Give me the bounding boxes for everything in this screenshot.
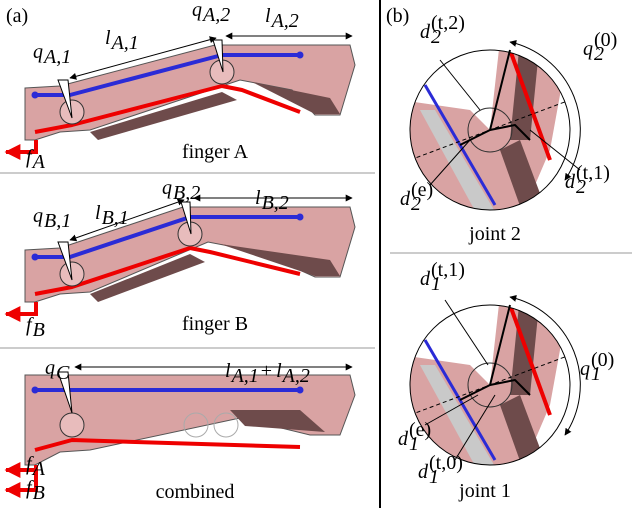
label-sub: A,2 xyxy=(281,365,310,387)
label-base: d xyxy=(420,21,431,43)
label-base: d xyxy=(420,268,431,290)
label-sub: 1 xyxy=(409,433,419,455)
tendon-end xyxy=(297,52,304,59)
label-base: q xyxy=(162,177,172,199)
panel-label: (b) xyxy=(386,5,409,27)
tendon-end xyxy=(32,92,39,99)
label-base: l xyxy=(265,5,271,27)
label-sub: B,2 xyxy=(262,192,289,214)
label-base: l xyxy=(95,202,101,224)
label-base: l xyxy=(225,360,231,382)
label-sub: A,2 xyxy=(201,4,230,26)
label-sub: A xyxy=(31,458,46,480)
label-sub: C xyxy=(56,362,70,384)
panel-label: (a) xyxy=(6,5,28,27)
label-sub: B,2 xyxy=(173,182,200,204)
link xyxy=(400,295,570,475)
caption: joint 2 xyxy=(468,223,521,245)
tendon-end xyxy=(297,214,304,221)
label-sub: A,2 xyxy=(270,10,299,32)
joint xyxy=(60,413,84,437)
label-sub: 1 xyxy=(431,273,441,295)
label-sub: A,1 xyxy=(42,46,71,68)
joint xyxy=(60,100,84,124)
label-base: q xyxy=(583,38,593,60)
label-sub: A,1 xyxy=(110,32,139,54)
label-base: q xyxy=(33,205,43,227)
label-sub: B xyxy=(33,482,45,504)
label-sub: B xyxy=(33,319,45,341)
label-sub: B,1 xyxy=(44,210,71,232)
joint xyxy=(60,262,84,286)
label-sub: 2 xyxy=(576,176,586,198)
caption: combined xyxy=(156,481,235,503)
caption: finger B xyxy=(182,313,248,335)
label-sub: B,1 xyxy=(102,207,129,229)
label-sub: 2 xyxy=(411,193,421,215)
leader xyxy=(440,60,480,110)
label-base: d xyxy=(565,171,576,193)
label-base: q xyxy=(192,0,202,21)
label-sub: 1 xyxy=(591,363,601,385)
label-base: l xyxy=(255,187,261,209)
caption: joint 1 xyxy=(458,480,511,502)
label-base: q xyxy=(33,41,43,63)
joint-detail xyxy=(400,295,570,475)
tendon-end xyxy=(32,387,39,394)
leader xyxy=(445,300,488,365)
label-sub: 1 xyxy=(429,466,439,488)
label-base: d xyxy=(418,461,429,483)
label-base: l xyxy=(105,27,111,49)
label-base: d xyxy=(398,428,409,450)
tendon-end xyxy=(297,387,304,394)
label-base: l xyxy=(276,360,282,382)
label-base: d xyxy=(400,188,411,210)
caption: finger A xyxy=(182,141,249,163)
label-text: + xyxy=(261,360,272,382)
label-sub: A,1 xyxy=(230,365,259,387)
label-base: q xyxy=(45,357,55,379)
label-base: q xyxy=(580,358,590,380)
label-sub: A xyxy=(31,151,46,173)
tendon-end xyxy=(32,254,39,261)
figure: (a) (b) finger A finger B combined joint… xyxy=(0,0,632,508)
label-sub: 2 xyxy=(594,43,604,65)
label-sub: 2 xyxy=(431,26,441,48)
force-arrow xyxy=(6,302,36,314)
